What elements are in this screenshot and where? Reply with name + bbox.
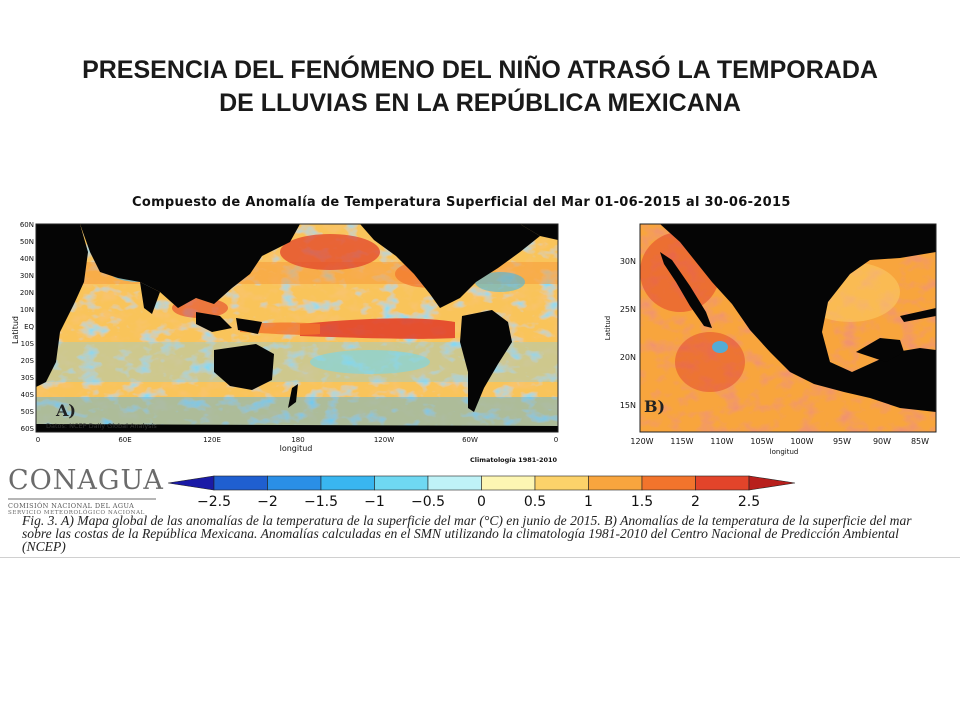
logo-name: CONAGUA — [8, 465, 164, 496]
colorbar-tick: −2 — [257, 494, 278, 510]
lon-tick: 115W — [670, 437, 693, 446]
lon-tick: 0 — [36, 436, 40, 444]
global-sst-anomaly-map: 60N 50N 40N 30N 20N 10N EQ 10S 20S 30S 4… — [11, 221, 559, 464]
lat-tick: EQ — [24, 323, 34, 331]
colorbar-arrow-high — [748, 475, 796, 491]
colorbar-tick: 2.5 — [738, 494, 760, 510]
lat-tick: 10S — [21, 340, 35, 348]
map-a-panel-label: A) — [55, 401, 76, 420]
lat-tick: 50S — [21, 408, 35, 416]
lon-tick: 110W — [710, 437, 733, 446]
map-a-lat-ticks: 60N 50N 40N 30N 20N 10N EQ 10S 20S 30S 4… — [20, 221, 35, 433]
slide-title-line-2: DE LLUVIAS EN LA REPÚBLICA MEXICANA — [219, 89, 741, 117]
map-a-lon-ticks: 0 60E 120E 180 120W 60W 0 — [36, 436, 558, 444]
colorbar-cell — [534, 475, 589, 491]
lat-tick: 10N — [20, 306, 34, 314]
colorbar-tick: 0 — [477, 494, 486, 510]
colorbar-tick: −1.5 — [304, 494, 338, 510]
colorbar-cell — [588, 475, 643, 491]
colorbar-cell — [267, 475, 322, 491]
lat-tick: 30N — [20, 272, 34, 280]
colorbar-tick: −1 — [364, 494, 385, 510]
conagua-logo: CONAGUA COMISIÓN NACIONAL DEL AGUA SERVI… — [8, 465, 164, 516]
colorbar-cell — [374, 475, 429, 491]
lon-tick: 105W — [750, 437, 773, 446]
map-b-lat-ticks: 30N 25N 20N 15N — [620, 257, 636, 410]
mexico-sst-anomaly-map: 30N 25N 20N 15N Latitud 120W 115W 110W 1… — [604, 223, 937, 456]
figure-caption: Fig. 3. A) Mapa global de las anomalías … — [22, 514, 912, 554]
lon-tick: 180 — [291, 436, 304, 444]
colorbar-tick: −2.5 — [197, 494, 231, 510]
lat-tick: 40N — [20, 255, 34, 263]
colorbar-cell — [641, 475, 696, 491]
lon-tick: 60W — [462, 436, 478, 444]
map-a-source-note: Datos: NCEP Daily Global Analysis — [46, 422, 157, 430]
bottom-divider — [0, 557, 960, 558]
colorbar-tick: 2 — [691, 494, 700, 510]
map-b-panel-label: B) — [644, 397, 665, 416]
lat-tick: 20N — [20, 289, 34, 297]
lon-tick: 60E — [118, 436, 131, 444]
colorbar-cells — [168, 475, 796, 491]
map-a-ylabel: Latitud — [11, 316, 20, 344]
logo-divider — [8, 498, 156, 500]
map-b-lon-ticks: 120W 115W 110W 105W 100W 95W 90W 85W — [630, 437, 929, 446]
colorbar-tick: −0.5 — [411, 494, 445, 510]
colorbar-cell — [481, 475, 536, 491]
map-b-ylabel: Latitud — [604, 316, 612, 341]
lon-tick: 120W — [630, 437, 653, 446]
lat-tick: 60N — [20, 221, 34, 229]
colorbar-tick-labels: −2.5 −2 −1.5 −1 −0.5 0 0.5 1 1.5 2 2.5 — [197, 494, 760, 510]
lat-tick: 15N — [620, 401, 636, 410]
logo-subtitle-1: COMISIÓN NACIONAL DEL AGUA — [8, 502, 135, 510]
colorbar-tick: 1 — [584, 494, 593, 510]
lon-tick: 85W — [911, 437, 929, 446]
colorbar-tick: 0.5 — [524, 494, 546, 510]
colorbar-cell — [320, 475, 375, 491]
lat-tick: 25N — [620, 305, 636, 314]
lat-tick: 20N — [620, 353, 636, 362]
colorbar-cell — [213, 475, 268, 491]
lon-tick: 120W — [374, 436, 394, 444]
colorbar-cell — [695, 475, 750, 491]
lat-tick: 50N — [20, 238, 34, 246]
logo-subtitle-2: SERVICIO METEOROLÓGICO NACIONAL — [8, 510, 145, 516]
lon-tick: 90W — [873, 437, 891, 446]
map-a-climatology-note: Climatología 1981-2010 — [470, 456, 558, 464]
lat-tick: 30S — [21, 374, 35, 382]
colorbar: −2.5 −2 −1.5 −1 −0.5 0 0.5 1 1.5 2 2.5 — [168, 475, 796, 510]
figure-title: Compuesto de Anomalía de Temperatura Sup… — [132, 195, 791, 210]
lon-tick: 0 — [554, 436, 558, 444]
lat-tick: 30N — [620, 257, 636, 266]
lon-tick: 95W — [833, 437, 851, 446]
lat-tick: 60S — [21, 425, 35, 433]
slide-title-line-1: PRESENCIA DEL FENÓMENO DEL NIÑO ATRASÓ L… — [82, 56, 878, 84]
colorbar-arrow-low — [168, 475, 215, 491]
colorbar-tick: 1.5 — [631, 494, 653, 510]
lat-tick: 20S — [21, 357, 35, 365]
lat-tick: 40S — [21, 391, 35, 399]
lon-tick: 100W — [790, 437, 813, 446]
lon-tick: 120E — [203, 436, 221, 444]
colorbar-cell — [427, 475, 482, 491]
map-b-xlabel: longitud — [770, 448, 799, 456]
slide-title: PRESENCIA DEL FENÓMENO DEL NIÑO ATRASÓ L… — [40, 54, 920, 120]
map-a-xlabel: longitud — [280, 444, 313, 453]
